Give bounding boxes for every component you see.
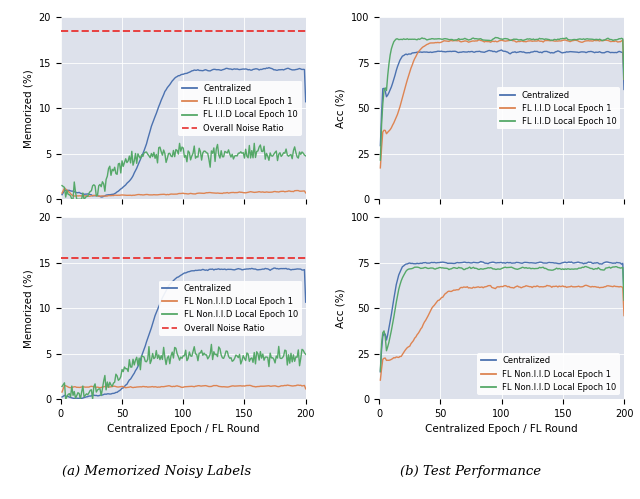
X-axis label: Centralized Epoch / FL Round: Centralized Epoch / FL Round — [425, 425, 578, 435]
Y-axis label: Memorized (%): Memorized (%) — [23, 69, 33, 148]
Legend: Centralized, FL I.I.D Local Epoch 1, FL I.I.D Local Epoch 10, Overall Noise Rati: Centralized, FL I.I.D Local Epoch 1, FL … — [179, 81, 301, 136]
Legend: Centralized, FL Non.I.I.D Local Epoch 1, FL Non.I.I.D Local Epoch 10: Centralized, FL Non.I.I.D Local Epoch 1,… — [477, 353, 620, 395]
Legend: Centralized, FL Non.I.I.D Local Epoch 1, FL Non.I.I.D Local Epoch 10, Overall No: Centralized, FL Non.I.I.D Local Epoch 1,… — [159, 281, 301, 336]
Y-axis label: Acc (%): Acc (%) — [335, 288, 346, 328]
Y-axis label: Memorized (%): Memorized (%) — [23, 269, 33, 348]
Text: (a) Memorized Noisy Labels: (a) Memorized Noisy Labels — [62, 465, 252, 478]
X-axis label: Centralized Epoch / FL Round: Centralized Epoch / FL Round — [107, 425, 260, 435]
Text: (b) Test Performance: (b) Test Performance — [400, 465, 541, 478]
Legend: Centralized, FL I.I.D Local Epoch 1, FL I.I.D Local Epoch 10: Centralized, FL I.I.D Local Epoch 1, FL … — [497, 87, 620, 129]
Y-axis label: Acc (%): Acc (%) — [335, 88, 346, 128]
